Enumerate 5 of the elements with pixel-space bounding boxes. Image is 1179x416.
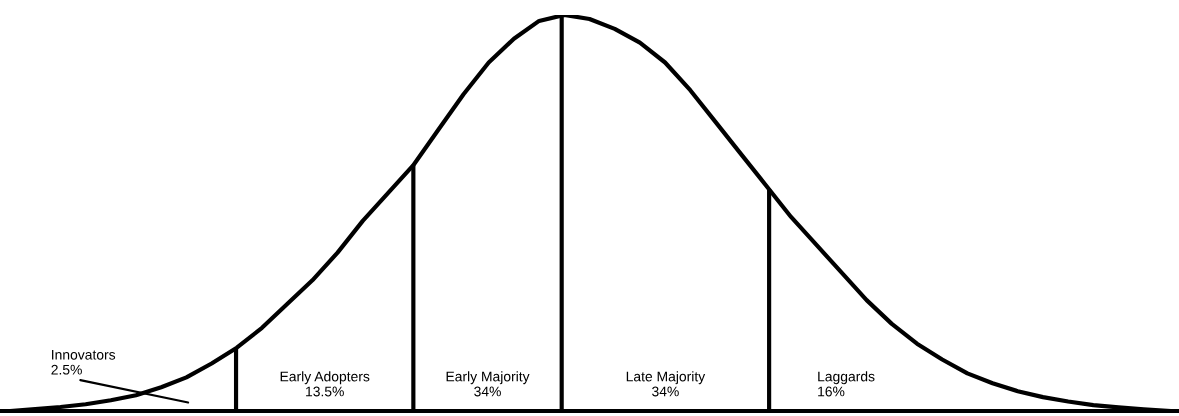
- annotation: Innovators 2.5%: [51, 349, 116, 375]
- annotation: Early Adopters 13.5%: [280, 371, 370, 397]
- annotation: Laggards 16%: [818, 371, 875, 397]
- annotation: Early Majority 34%: [446, 371, 530, 397]
- annotation: Late Majority 34%: [626, 371, 706, 397]
